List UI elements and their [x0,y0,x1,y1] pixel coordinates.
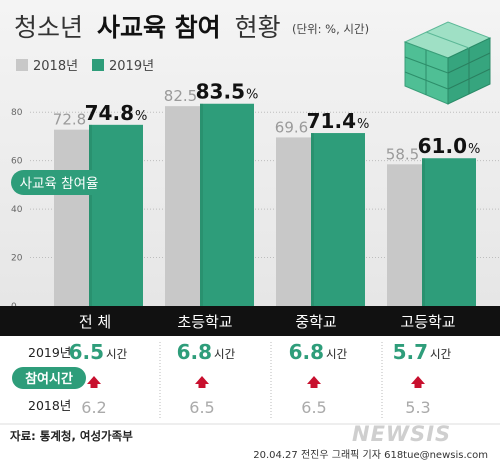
bar-2018 [165,106,200,307]
up-arrow-icon [307,376,321,388]
unit-label: (단위: %, 시간) [292,22,369,36]
hours-unit: 시간 [430,347,452,361]
y-tick-label: 20 [11,254,23,264]
bar-2019-edge [89,124,92,306]
bar-label-2018: 69.6 [275,118,308,136]
category-label: 중학교 [295,313,336,331]
y-tick-label: 60 [11,157,23,167]
bar-2019 [422,158,476,306]
bar-label-suffix: % [468,142,480,157]
hours-2019-value: 5.7 [393,340,428,364]
hours-dividers [159,342,383,418]
bar-2018 [276,137,311,306]
bar-label-2018: 58.5 [386,145,419,163]
hours-label-2019: 2019년 [28,345,71,360]
bar-2019-edge [200,103,203,306]
source-text: 자료: 통계청, 여성가족부 [10,429,133,443]
legend-label-2018: 2018년 [33,59,78,74]
hours-2018-value: 6.5 [301,398,326,417]
bar-2018 [54,129,89,306]
hours-badge-text: 참여시간 [25,371,73,387]
y-axis-badge: 사교육 참여율 [11,170,107,195]
title-end: 현황 [235,13,281,42]
stacked-blocks-icon [403,21,492,105]
up-arrow-icon [195,376,209,388]
legend-swatch-2019 [92,59,104,71]
hours-unit: 시간 [214,347,236,361]
legend-label-2019: 2019년 [109,59,154,74]
legend: 2018년 2019년 [16,59,154,74]
bar-label-2018: 72.8 [53,111,86,129]
category-label: 고등학교 [400,313,455,331]
bar-2019 [89,124,143,306]
legend-swatch-2018 [16,59,28,71]
bar-2019-edge [311,133,314,306]
bar-2019 [200,103,254,306]
hours-values: 6.5 시간6.26.8 시간6.56.8 시간6.55.7 시간5.3 [69,340,452,417]
category-label: 초등학교 [177,313,232,331]
ylabel-text: 사교육 참여율 [20,176,99,192]
newsis-logo: NEWSIS [352,422,451,446]
category-labels: 전 체 초등학교 중학교 고등학교 [79,313,456,331]
hours-2019-value: 6.8 [177,340,212,364]
bar-2018 [387,164,422,306]
hours-2019-value: 6.5 [69,340,104,364]
bars [54,103,476,307]
hours-unit: 시간 [106,347,128,361]
hours-2019-value: 6.8 [289,340,324,364]
hours-2018-value: 6.2 [81,398,106,417]
y-tick-label: 80 [11,108,23,118]
bar-label-suffix: % [246,88,258,103]
category-band [0,306,500,336]
bar-label-2018: 82.5 [164,87,197,105]
ylabel-badge-bg [11,170,107,195]
page-title: 청소년 사교육 참여 현황 [14,13,281,42]
hours-unit: 시간 [326,347,348,361]
title-bold: 사교육 참여 [97,13,221,42]
title-light: 청소년 [14,13,83,42]
y-tick-label: 40 [11,205,23,215]
category-label: 전 체 [79,313,111,331]
hours-2018-value: 5.3 [405,398,430,417]
bar-label-suffix: % [357,117,369,132]
hours-badge: 참여시간 [12,367,86,389]
hours-label-2018: 2018년 [28,398,71,413]
hours-badge-bg [12,367,86,389]
bar-2019 [311,133,365,306]
bar-2019-edge [422,158,425,306]
hours-2018-value: 6.5 [189,398,214,417]
up-arrow-icon [87,376,101,388]
bar-label-suffix: % [135,109,147,124]
credit-text: 20.04.27 전진우 그래픽 기자 618tue@newsis.com [253,449,488,461]
up-arrow-icon [411,376,425,388]
